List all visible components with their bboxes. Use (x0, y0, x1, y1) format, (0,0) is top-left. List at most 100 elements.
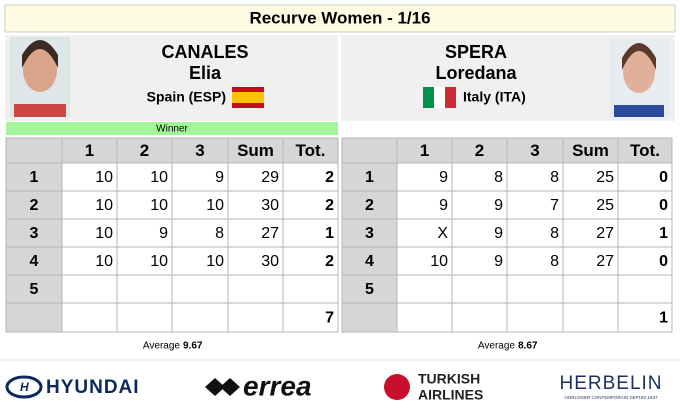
score: 25 (596, 169, 614, 186)
logo-errea: errea (205, 370, 312, 401)
row-label: 3 (30, 225, 39, 242)
score-cell (61, 274, 118, 304)
sponsor-herbelin: HERBELIN (559, 373, 662, 394)
average-value: 8.67 (518, 341, 538, 352)
score-cell (227, 218, 284, 248)
average-label: Average (143, 341, 181, 352)
score-cell (562, 162, 619, 192)
score-cell (617, 190, 673, 220)
column-header: Sum (572, 141, 609, 160)
score-cell (562, 274, 619, 304)
title-bar (4, 4, 676, 33)
score-cell (341, 302, 398, 333)
row-label: 3 (365, 225, 374, 242)
column-header: 2 (140, 141, 149, 160)
score: 10 (95, 197, 113, 214)
score-cell (116, 274, 173, 304)
flag-spain (232, 87, 264, 108)
score-cell (171, 302, 229, 333)
title: Recurve Women - 1/16 (249, 8, 430, 27)
score-cell (506, 274, 564, 304)
score-cell (5, 137, 63, 164)
average-value: 9.67 (183, 341, 203, 352)
score-cell (341, 190, 398, 220)
row-label: 2 (30, 197, 39, 214)
score-cell (451, 218, 508, 248)
logo-hyundai: H HYUNDAI (5, 375, 140, 399)
score-cell (562, 190, 619, 220)
score-cell (617, 137, 673, 164)
score-cell (171, 274, 229, 304)
score-cell (562, 302, 619, 333)
score-cell (506, 162, 564, 192)
score-cell (227, 190, 284, 220)
score-cell (562, 218, 619, 248)
column-header: 2 (475, 141, 484, 160)
score-cell (396, 274, 453, 304)
athlete-given-name: Loredana (435, 63, 517, 83)
sponsor-errea: errea (243, 370, 312, 401)
score-cell (282, 162, 339, 192)
row-label: 1 (30, 169, 39, 186)
score: 9 (494, 253, 503, 270)
row-label: 5 (30, 281, 39, 298)
score-cell (282, 302, 339, 333)
set-points: 2 (325, 169, 334, 186)
score-cell (282, 246, 339, 276)
column-header: 3 (195, 141, 204, 160)
winner-label: Winner (156, 124, 188, 135)
athlete-given-name: Elia (189, 63, 222, 83)
score-cell (227, 162, 284, 192)
score-cell (451, 274, 508, 304)
score-cell (617, 302, 673, 333)
set-points: 1 (325, 225, 334, 242)
score-cell (396, 302, 453, 333)
score-cell (116, 302, 173, 333)
score: 10 (150, 169, 168, 186)
score-cell (282, 274, 339, 304)
svg-text:H: H (20, 380, 29, 394)
score: 27 (596, 225, 614, 242)
score-cell (227, 246, 284, 276)
athlete-surname: CANALES (161, 42, 248, 62)
score: 10 (150, 197, 168, 214)
score-cell (617, 162, 673, 192)
sponsor-hyundai: HYUNDAI (46, 377, 140, 398)
score-cell (171, 137, 229, 164)
score-cell (506, 137, 564, 164)
score-cell (451, 302, 508, 333)
row-label: 4 (30, 253, 39, 270)
score: 9 (494, 197, 503, 214)
set-points: 1 (659, 225, 668, 242)
score: 10 (430, 253, 448, 270)
score: 10 (206, 197, 224, 214)
score: 10 (206, 253, 224, 270)
score: 8 (215, 225, 224, 242)
score: 27 (596, 253, 614, 270)
score-cell (61, 246, 118, 276)
score-cell (396, 190, 453, 220)
score: 10 (95, 225, 113, 242)
score: 27 (261, 225, 279, 242)
score-cell (562, 137, 619, 164)
score: 10 (150, 253, 168, 270)
score-cell (506, 246, 564, 276)
total: 7 (325, 310, 334, 327)
score: 8 (550, 253, 559, 270)
score-cell (227, 274, 284, 304)
score-cell (282, 190, 339, 220)
score: 7 (550, 197, 559, 214)
score-cell (171, 190, 229, 220)
row-label: 4 (365, 253, 374, 270)
score-cell (61, 218, 118, 248)
row-label: 2 (365, 197, 374, 214)
column-header: 1 (420, 141, 429, 160)
score-cell (617, 246, 673, 276)
score: 9 (494, 225, 503, 242)
score: X (437, 225, 448, 242)
score-cell (116, 190, 173, 220)
photo-left (10, 37, 70, 117)
score: 10 (95, 169, 113, 186)
set-points: 0 (659, 253, 668, 270)
